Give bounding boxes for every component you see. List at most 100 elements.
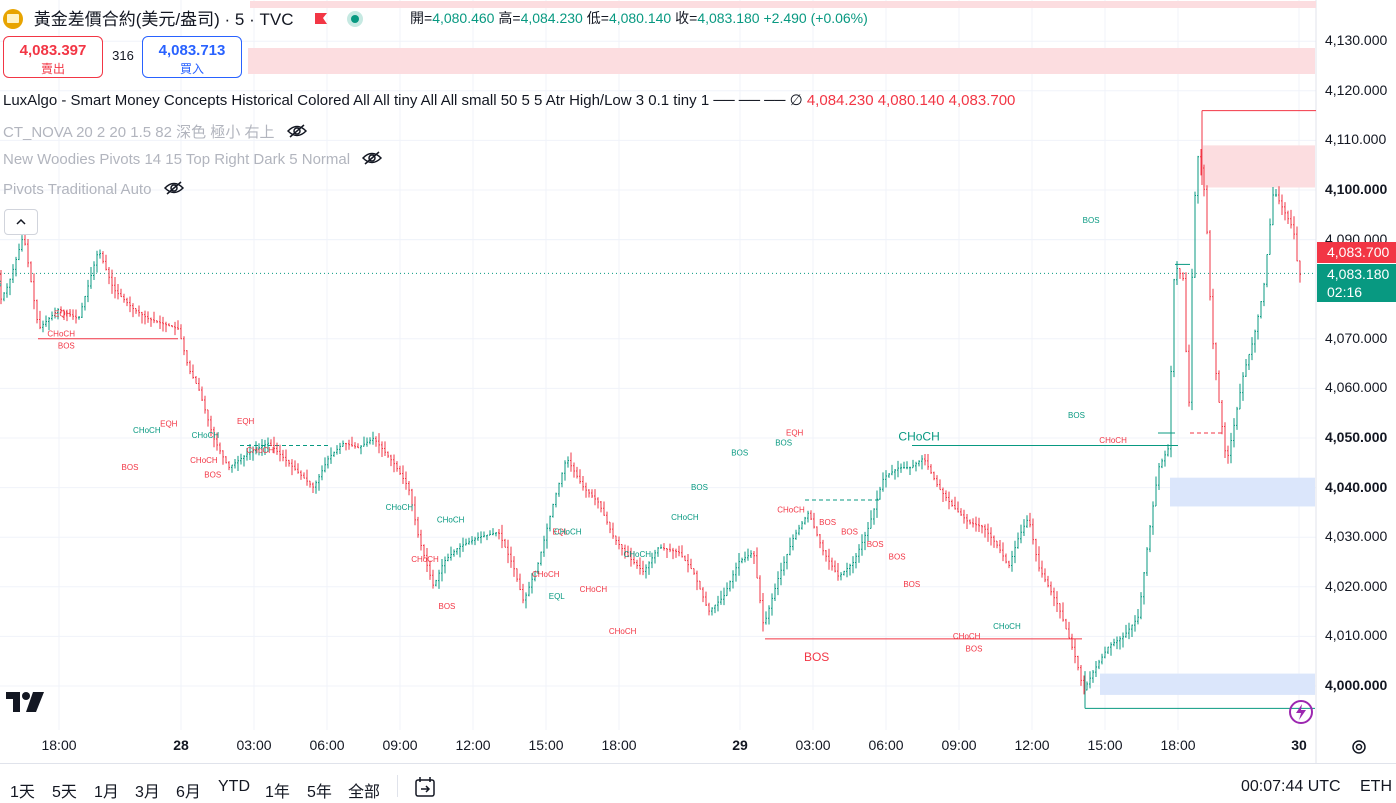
luxalgo-value-2: 4,080.140 [877, 92, 945, 109]
timeframe-button[interactable]: 全部 [348, 784, 381, 801]
pivots-title: Pivots Traditional Auto [3, 181, 152, 198]
indicator-pivots[interactable]: Pivots Traditional Auto [3, 181, 184, 199]
low-value: 4,080.140 [608, 10, 672, 26]
smc-label: CHoCH [47, 329, 75, 338]
date-range-icon[interactable] [414, 776, 436, 803]
smc-label: CHoCH [411, 555, 439, 564]
hidden-eye-icon[interactable] [163, 181, 184, 199]
time-axis-label: 28 [173, 737, 189, 753]
timeframe-button[interactable]: 1月 [94, 784, 119, 801]
price-axis-label: 4,030.000 [1325, 528, 1388, 545]
chevron-up-icon [15, 215, 27, 232]
smc-label: BOS [889, 553, 906, 562]
price-tag-red: 4,083.700 [1317, 242, 1396, 263]
time-axis-label: 15:00 [528, 737, 564, 753]
settings-gear-icon[interactable] [1350, 738, 1368, 761]
indicator-woodies[interactable]: New Woodies Pivots 14 15 Top Right Dark … [3, 151, 383, 169]
tradingview-logo[interactable] [6, 690, 46, 719]
time-axis-label: 09:00 [941, 737, 977, 753]
smc-label: CHoCH [532, 570, 560, 579]
smc-label: BOS [819, 518, 836, 527]
hidden-eye-icon[interactable] [286, 124, 307, 142]
supply-zone [1203, 145, 1315, 188]
smc-label: BOS [867, 540, 884, 549]
market-open-icon [347, 11, 363, 27]
time-axis-label: 03:00 [236, 737, 272, 753]
change-value: +2.490 (+0.06%) [763, 10, 868, 26]
spread-value: 316 [112, 48, 134, 63]
utc-clock[interactable]: 00:07:44 UTC [1241, 778, 1341, 795]
smc-label: BOS [122, 463, 139, 472]
sell-button[interactable]: 4,083.397 賣出 [3, 36, 103, 78]
price-axis-label: 4,070.000 [1325, 329, 1388, 346]
timeframe-button[interactable]: 5天 [52, 784, 77, 801]
timeframe-button[interactable]: 5年 [307, 784, 332, 801]
demand-zone [1170, 477, 1315, 507]
woodies-title: New Woodies Pivots 14 15 Top Right Dark … [3, 151, 351, 168]
smc-label: CHoCH [993, 622, 1021, 631]
price-axis-label: 4,050.000 [1325, 429, 1388, 445]
buy-button[interactable]: 4,083.713 買入 [142, 36, 242, 78]
smc-label: CHoCH [671, 513, 699, 522]
luxalgo-value-1: 4,084.230 [806, 92, 874, 109]
gold-coin-icon [3, 9, 23, 29]
close-value: 4,083.180 [697, 10, 760, 26]
collapse-legend-button[interactable] [4, 209, 38, 235]
smc-label: CHoCH [580, 585, 608, 594]
time-axis-label: 12:00 [1014, 737, 1050, 753]
smc-label: BOS [204, 471, 221, 480]
alert-lightning-icon[interactable] [1289, 700, 1313, 724]
smc-label: CHoCH [386, 503, 414, 512]
symbol-legend[interactable]: 黃金差價合約(美元/盎司) · 5 · TVC [3, 5, 363, 31]
ohlc-values: 開=4,080.460 高=4,084.230 低=4,080.140 收=4,… [410, 8, 868, 28]
time-axis-label: 29 [732, 737, 748, 753]
price-axis-label: 4,000.000 [1325, 677, 1388, 693]
sell-price: 4,083.397 [19, 42, 87, 59]
flag-icon[interactable] [314, 11, 328, 31]
buy-label: 買入 [179, 62, 204, 76]
interval-label[interactable]: 5 [234, 10, 245, 29]
session-selector[interactable]: ETH [1360, 778, 1392, 795]
timeframe-button[interactable]: 6月 [176, 784, 201, 801]
smc-label: CHoCH [1099, 436, 1127, 445]
price-axis-label: 4,020.000 [1325, 577, 1388, 594]
source-separator: · [249, 10, 255, 29]
luxalgo-title: LuxAlgo - Smart Money Concepts Historica… [3, 92, 803, 109]
smc-label: CHoCH [133, 426, 161, 435]
symbol-title: 黃金差價合約(美元/盎司) [33, 10, 220, 29]
toolbar-divider [0, 763, 1396, 764]
timeframe-button[interactable]: YTD [218, 778, 250, 795]
supply-zone [248, 48, 1315, 74]
supply-zone [250, 1, 1316, 8]
time-axis-label: 03:00 [795, 737, 831, 753]
bar-countdown: 02:16 [1327, 284, 1363, 300]
smc-label: BOS [775, 438, 792, 447]
price-axis-label: 4,120.000 [1325, 81, 1388, 98]
smc-label: BOS [439, 602, 456, 611]
timeframe-button[interactable]: 3月 [135, 784, 160, 801]
smc-label: CHoCH [609, 627, 637, 636]
smc-label: BOS [0, 280, 2, 289]
high-value: 4,084.230 [520, 10, 583, 26]
time-axis-label: 06:00 [868, 737, 904, 753]
price-axis-label: 4,060.000 [1325, 379, 1388, 396]
price-axis-label: 4,040.000 [1325, 478, 1388, 495]
indicator-luxalgo[interactable]: LuxAlgo - Smart Money Concepts Historica… [3, 91, 1015, 109]
price-axis-label: 4,100.000 [1325, 181, 1388, 197]
smc-label: EQL [552, 528, 569, 537]
timeframe-button[interactable]: 1年 [265, 784, 290, 801]
time-axis-label: 18:00 [1160, 737, 1196, 753]
timeframe-button[interactable]: 1天 [10, 784, 35, 801]
smc-label: BOS [58, 342, 75, 351]
smc-label: BOS [966, 644, 983, 653]
smc-label: CHoCH [192, 431, 220, 440]
time-axis-label: 12:00 [455, 737, 491, 753]
time-axis-label: 18:00 [601, 737, 637, 753]
smc-label: EQH [237, 417, 255, 426]
indicator-ct-nova[interactable]: CT_NOVA 20 2 20 1.5 82 深色 極小 右上 [3, 121, 307, 142]
smc-label: EQH [54, 309, 72, 318]
hidden-eye-icon[interactable] [362, 151, 383, 169]
smc-label: EQH [160, 420, 178, 429]
smc-label: BOS [804, 650, 829, 664]
